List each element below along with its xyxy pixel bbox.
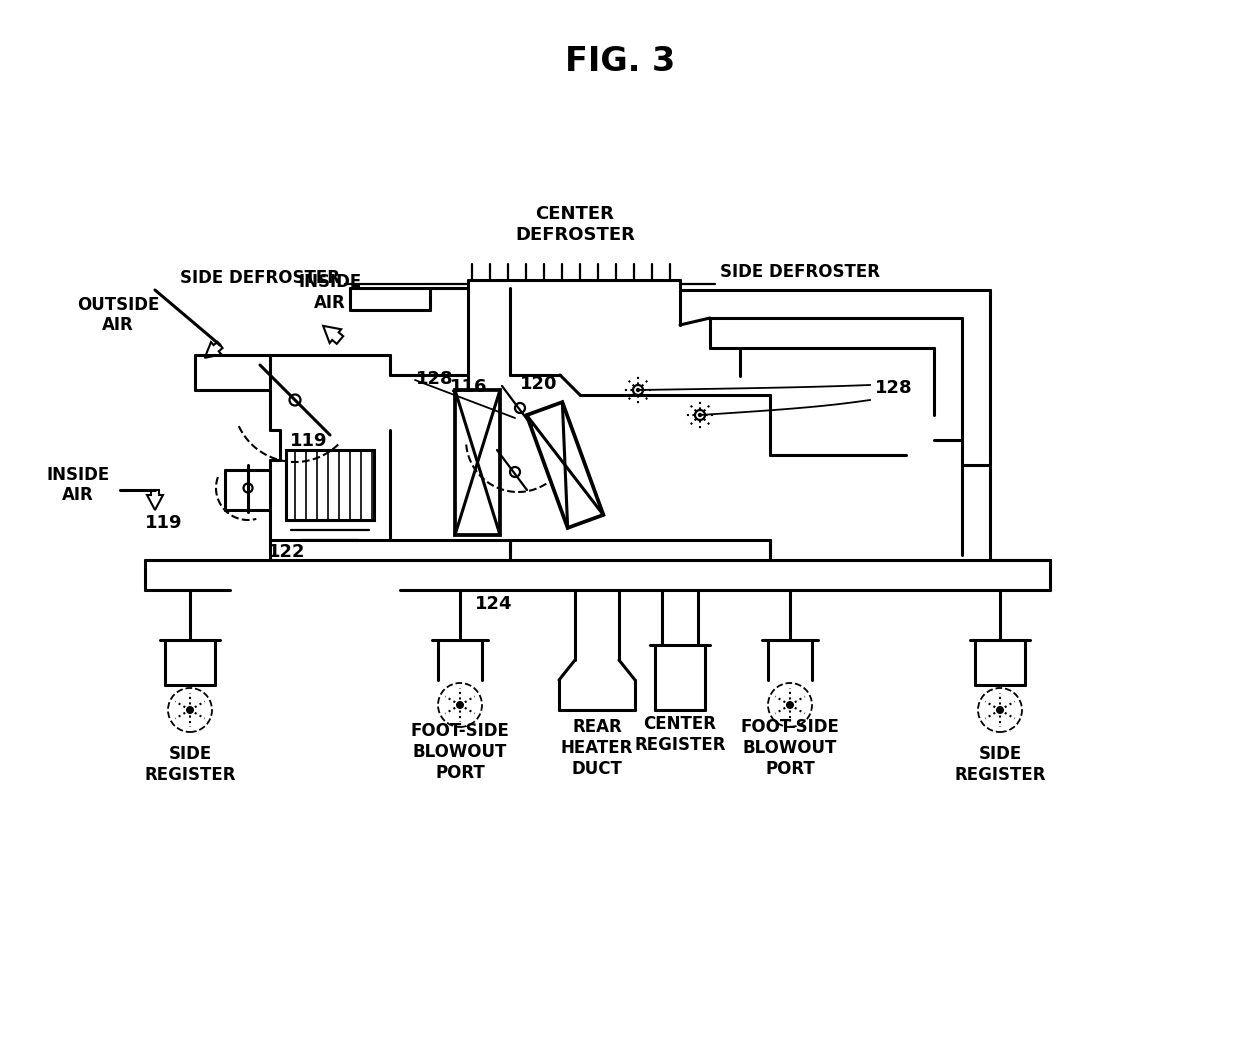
- Text: SIDE DEFROSTER: SIDE DEFROSTER: [720, 263, 880, 281]
- Text: SIDE DEFROSTER: SIDE DEFROSTER: [180, 269, 340, 287]
- Text: 119: 119: [290, 432, 327, 450]
- Text: 119: 119: [145, 514, 182, 532]
- Text: REAR
HEATER
DUCT: REAR HEATER DUCT: [560, 718, 634, 778]
- Text: 128: 128: [415, 370, 454, 388]
- Text: 128: 128: [875, 379, 913, 397]
- Circle shape: [786, 701, 794, 709]
- Bar: [286, 450, 374, 520]
- Circle shape: [996, 706, 1004, 714]
- Polygon shape: [324, 326, 343, 343]
- Polygon shape: [527, 402, 604, 528]
- Text: FIG. 3: FIG. 3: [565, 45, 675, 77]
- Text: 124: 124: [475, 595, 512, 612]
- Text: SIDE
REGISTER: SIDE REGISTER: [955, 745, 1045, 784]
- Text: FOOT-SIDE
BLOWOUT
PORT: FOOT-SIDE BLOWOUT PORT: [740, 718, 839, 778]
- Text: INSIDE
AIR: INSIDE AIR: [46, 466, 109, 505]
- Text: SIDE
REGISTER: SIDE REGISTER: [144, 745, 236, 784]
- Text: OUTSIDE
AIR: OUTSIDE AIR: [77, 295, 159, 334]
- Text: CENTER
DEFROSTER: CENTER DEFROSTER: [515, 205, 635, 244]
- Polygon shape: [205, 342, 222, 358]
- Text: FOOT-SIDE
BLOWOUT
PORT: FOOT-SIDE BLOWOUT PORT: [410, 722, 510, 782]
- Text: 116: 116: [450, 378, 487, 396]
- Text: 122: 122: [268, 543, 305, 561]
- Polygon shape: [148, 490, 162, 510]
- Text: INSIDE
AIR: INSIDE AIR: [299, 273, 362, 312]
- Circle shape: [186, 706, 193, 714]
- Text: 120: 120: [520, 375, 558, 393]
- Text: CENTER
REGISTER: CENTER REGISTER: [634, 715, 725, 754]
- Bar: [455, 389, 500, 535]
- Circle shape: [456, 701, 464, 709]
